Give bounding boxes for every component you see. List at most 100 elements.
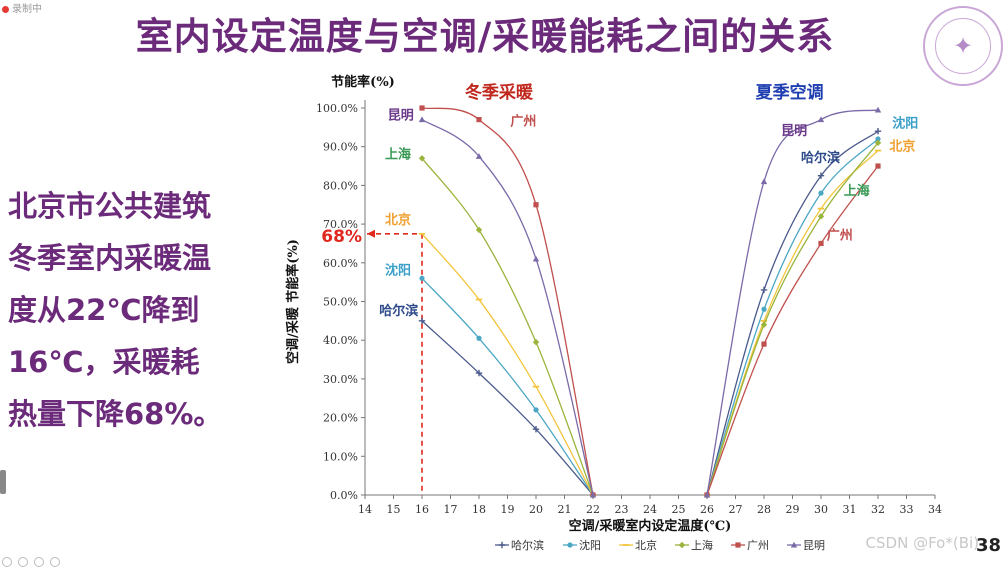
recorder-label: 录制中 — [2, 0, 42, 15]
series-line-summer — [706, 109, 879, 496]
data-point — [760, 286, 768, 294]
data-point — [533, 407, 539, 413]
x-tick-label: 16 — [415, 503, 429, 516]
legend-entry: 昆明 — [803, 539, 825, 552]
data-point — [817, 213, 825, 220]
data-point — [817, 116, 825, 123]
y-tick-label: 10.0% — [323, 450, 358, 463]
data-point — [875, 163, 881, 169]
control-dot[interactable] — [34, 557, 44, 567]
series-line-winter — [421, 277, 594, 496]
series-annotation: 沈阳 — [385, 262, 411, 278]
data-point — [532, 338, 540, 346]
series-annotation: 上海 — [844, 183, 870, 199]
side-text-line: 16℃，采暖耗 — [8, 345, 200, 379]
x-tick-label: 19 — [501, 503, 515, 516]
series-annotation: 昆明 — [388, 108, 414, 124]
x-tick-label: 26 — [700, 503, 714, 516]
series-annotation: 哈尔滨 — [379, 303, 418, 319]
legend-entry: 北京 — [635, 538, 657, 552]
series-line-summer — [706, 150, 879, 496]
legend-entry: 沈阳 — [579, 538, 601, 552]
data-point — [475, 153, 483, 159]
series-annotation: 北京 — [385, 212, 411, 228]
highlight-label: 68% — [321, 227, 362, 247]
control-dot[interactable] — [18, 557, 28, 567]
data-point — [532, 255, 540, 262]
university-seal-icon: ✦ — [923, 6, 1003, 86]
scroll-handle[interactable] — [0, 470, 6, 494]
y-tick-label: 80.0% — [323, 179, 358, 192]
data-point — [533, 202, 539, 208]
series-annotation: 上海 — [385, 146, 411, 162]
x-tick-label: 15 — [387, 503, 401, 516]
data-point — [818, 240, 824, 247]
legend-marker — [678, 541, 686, 549]
y-tick-label: 60.0% — [323, 257, 358, 270]
legend-marker — [498, 541, 506, 549]
data-point — [589, 491, 597, 498]
y-tick-label: 70.0% — [323, 218, 358, 231]
winter-label: 冬季采暖 — [465, 82, 534, 103]
x-tick-label: 28 — [757, 503, 771, 516]
x-tick-label: 21 — [558, 503, 572, 516]
x-tick-label: 14 — [358, 503, 372, 516]
control-dot[interactable] — [2, 557, 12, 567]
series-line-winter — [421, 233, 594, 496]
data-point — [760, 178, 768, 185]
highlight-arrow — [367, 229, 375, 238]
x-axis-label: 空调/采暖室内设定温度(℃) — [569, 518, 732, 534]
legend-entry: 哈尔滨 — [511, 538, 544, 552]
energy-saving-chart: 0.0% 10.0% 20.0% 30.0% 40.0% 50.0% 60.0% 70.0% 8… — [285, 74, 942, 552]
data-point — [418, 155, 426, 162]
y-axis-label: 空调/采暖 节能率(%) — [285, 239, 301, 364]
series-line-summer — [706, 130, 879, 496]
data-point — [419, 105, 425, 111]
side-text-block: 北京市公共建筑 冬季室内采暖温 度从22℃降到 16℃，采暖耗 热量下降68%。 — [8, 180, 258, 440]
series-line-summer — [706, 165, 879, 496]
data-point — [476, 335, 482, 341]
x-tick-label: 31 — [843, 503, 857, 516]
data-point — [874, 106, 882, 113]
data-point — [418, 317, 426, 325]
x-tick-label: 33 — [900, 503, 914, 516]
data-point — [817, 172, 825, 179]
data-point — [761, 341, 767, 347]
watermark: CSDN @Fo*(Bi) — [865, 534, 979, 552]
x-tick-label: 25 — [672, 503, 686, 516]
series-annotation: 北京 — [889, 139, 915, 155]
series-annotation: 广州 — [510, 113, 536, 129]
control-dot[interactable] — [50, 557, 60, 567]
data-point — [875, 136, 881, 142]
side-text-line: 度从22℃降到 — [8, 293, 200, 327]
data-point — [532, 426, 540, 433]
series-line-summer — [706, 138, 879, 496]
y-tick-label: 20.0% — [323, 412, 358, 425]
data-point — [818, 190, 824, 196]
y-tick-label: 0.0% — [330, 489, 358, 502]
data-point — [476, 117, 482, 123]
series-line-winter — [421, 107, 594, 496]
x-tick-label: 23 — [615, 503, 629, 516]
y-tick-label: 30.0% — [323, 373, 358, 386]
data-point — [475, 369, 483, 377]
side-text-line: 冬季室内采暖温 — [8, 241, 212, 275]
y-tick-label: 40.0% — [323, 334, 358, 347]
side-text-line: 北京市公共建筑 — [8, 189, 212, 223]
series-annotation: 沈阳 — [892, 115, 918, 131]
x-tick-label: 17 — [444, 503, 458, 516]
data-point — [418, 116, 426, 123]
y-tick-label: 50.0% — [323, 296, 358, 309]
data-point — [874, 128, 882, 135]
x-tick-label: 27 — [729, 503, 743, 516]
legend-entry: 上海 — [691, 538, 713, 552]
player-controls[interactable] — [2, 552, 66, 567]
x-tick-label: 20 — [529, 503, 543, 516]
y-tick-label: 90.0% — [323, 141, 358, 154]
legend-entry: 广州 — [747, 539, 769, 552]
x-tick-label: 18 — [472, 503, 486, 516]
x-tick-label: 22 — [586, 503, 600, 516]
series-line-winter — [421, 119, 594, 496]
series-annotation: 哈尔滨 — [801, 150, 840, 166]
